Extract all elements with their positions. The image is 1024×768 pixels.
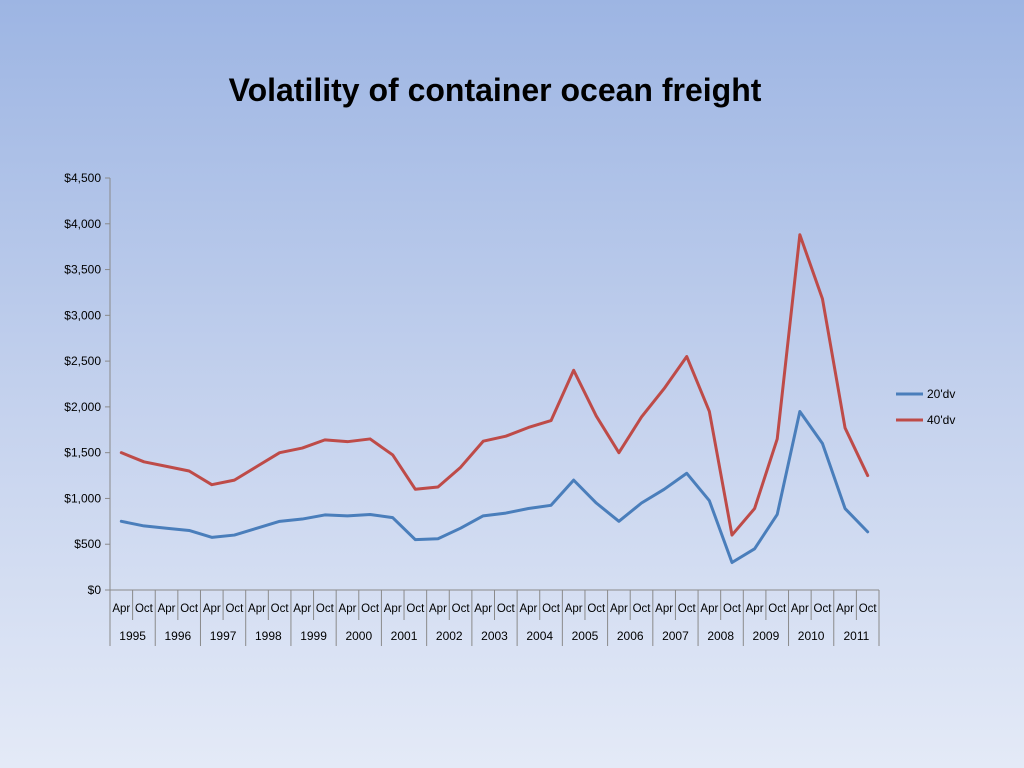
legend-label-1: 20'dv [927,387,955,401]
x-tick-label-year: 1998 [255,629,282,643]
x-tick-label-year: 1996 [165,629,192,643]
x-tick-label-month: Oct [361,603,380,615]
x-tick-label-month: Apr [474,603,492,615]
x-tick-label-month: Oct [587,603,606,615]
x-tick-label-year: 2008 [707,629,734,643]
x-tick-label-month: Oct [814,603,833,615]
x-tick-label-month: Oct [406,603,425,615]
x-tick-label-month: Apr [429,603,447,615]
x-tick-label-year: 1997 [210,629,237,643]
x-tick-label-month: Apr [791,603,809,615]
legend: 20'dv 40'dv [896,387,955,427]
x-tick-label-year: 2005 [572,629,599,643]
x-tick-label-month: Apr [836,603,854,615]
x-tick-label-month: Apr [700,603,718,615]
series-line-2 [119,233,870,537]
x-tick-label-year: 1995 [119,629,146,643]
x-tick-label-month: Oct [497,603,516,615]
axes [105,177,880,646]
legend-label-2: 40'dv [927,413,955,427]
x-tick-label-year: 2004 [526,629,553,643]
x-tick-label-month: Oct [678,603,697,615]
x-tick-label-month: Apr [293,603,311,615]
x-tick-label-month: Apr [565,603,583,615]
x-tick-label-year: 2009 [753,629,780,643]
x-tick-label-month: Oct [316,603,335,615]
x-tick-label-year: 2011 [843,629,869,643]
x-tick-label-year: 2010 [798,629,825,643]
x-tick-label-month: Oct [723,603,742,615]
x-tick-label-month: Apr [112,603,130,615]
y-tick-label: $4,500 [64,171,101,185]
y-tick-label: $2,500 [64,354,101,368]
y-tick-label: $3,000 [64,308,101,322]
x-tick-label-year: 2006 [617,629,644,643]
series-lines [119,233,870,565]
y-tick-label: $3,500 [64,263,101,277]
x-tick-label-month: Oct [135,603,154,615]
x-tick-label-month: Apr [158,603,176,615]
x-tick-label-month: Oct [271,603,290,615]
x-tick-label-year: 2002 [436,629,463,643]
x-tick-label-month: Oct [768,603,787,615]
y-tick-label: $0 [88,583,102,597]
x-tick-label-year: 2007 [662,629,689,643]
y-tick-label: $1,000 [64,491,101,505]
x-tick-label-month: Apr [248,603,266,615]
x-tick-label-year: 1999 [300,629,327,643]
x-tick-label-month: Oct [633,603,652,615]
chart-title: Volatility of container ocean freight [228,72,762,108]
x-tick-label-month: Oct [225,603,244,615]
x-tick-label-month: Oct [180,603,199,615]
x-tick-label-year: 2000 [345,629,372,643]
x-tick-label-month: Oct [542,603,561,615]
series-line-1 [119,409,870,565]
y-tick-label: $500 [74,537,101,551]
y-tick-label: $4,000 [64,217,101,231]
x-tick-label-month: Apr [655,603,673,615]
x-tick-label-year: 2003 [481,629,508,643]
x-tick-label-month: Apr [203,603,221,615]
y-tick-label: $2,000 [64,400,101,414]
x-tick-label-month: Apr [339,603,357,615]
x-tick-label-month: Apr [610,603,628,615]
x-axis-labels: Apr Oct Apr Oct Apr Oct Apr Oct Apr Oct Apr Oct Apr O… [112,603,877,643]
x-tick-label-month: Oct [452,603,471,615]
x-tick-label-month: Apr [746,603,764,615]
y-tick-label: $1,500 [64,446,101,460]
y-axis-labels: $0 $500 $1,000 $1,500 $2,000 $2,500 $3,000 $3,5… [64,171,101,597]
x-tick-label-month: Apr [519,603,537,615]
x-tick-label-year: 2001 [391,629,418,643]
x-tick-label-month: Oct [859,603,878,615]
x-tick-label-month: Apr [384,603,402,615]
